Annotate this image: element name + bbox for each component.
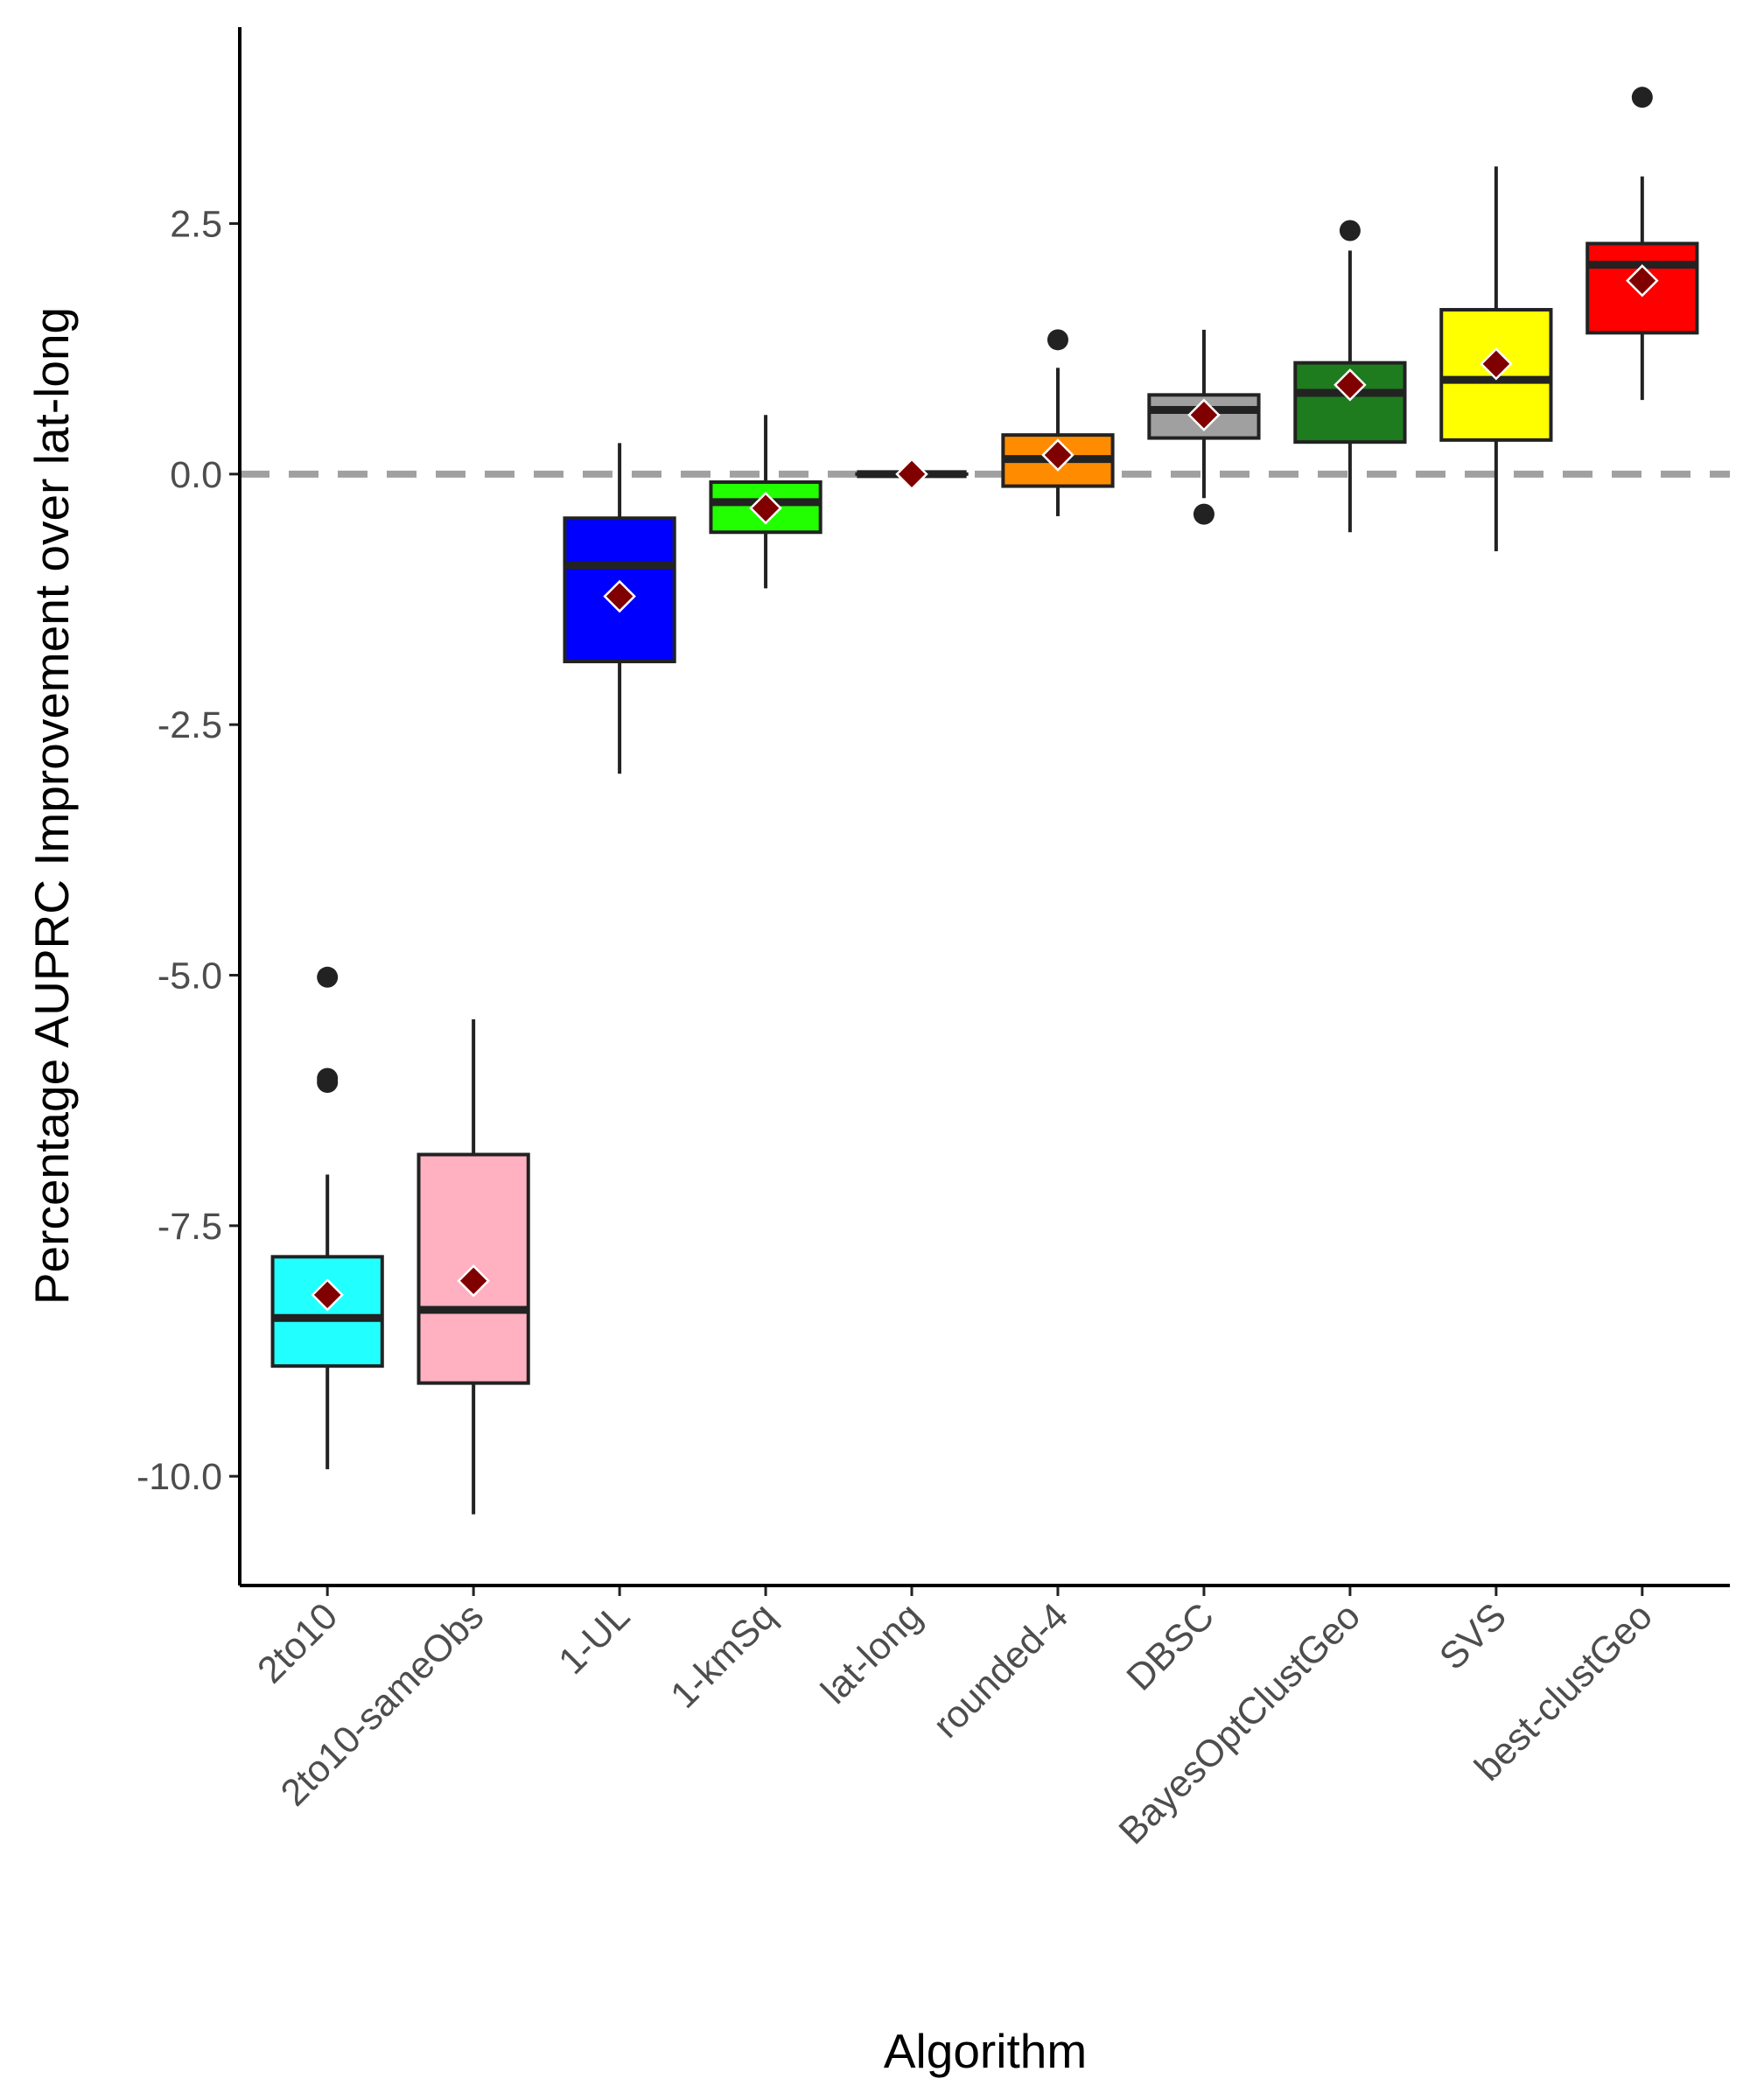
outlier — [1193, 503, 1214, 525]
outlier — [1339, 220, 1361, 242]
x-tick-label: SVS — [1432, 1595, 1515, 1678]
x-tick-label: lat-long — [813, 1595, 930, 1712]
y-tick-label: 2.5 — [170, 203, 222, 245]
mean — [895, 458, 928, 491]
x-tick-label: DBSC — [1119, 1595, 1222, 1698]
x-tick-label: 2to10 — [249, 1595, 346, 1691]
mean — [1626, 264, 1659, 298]
mean — [1041, 438, 1074, 472]
x-tick-label: 1-UL — [550, 1595, 638, 1683]
y-axis-title: Percentage AUPRC Improvement over lat-lo… — [24, 307, 79, 1305]
mean — [749, 491, 782, 525]
y-tick-label: 0.0 — [170, 454, 222, 496]
y-tick-label: -10.0 — [136, 1456, 222, 1498]
outlier — [1631, 87, 1653, 108]
y-tick-label: -7.5 — [158, 1206, 222, 1248]
x-tick-label: 1-kmSq — [662, 1595, 784, 1717]
mean — [311, 1278, 344, 1312]
mean — [603, 579, 636, 613]
x-axis-title: Algorithm — [884, 2024, 1087, 2078]
x-tick-label: rounded-4 — [925, 1595, 1076, 1746]
mean — [1334, 368, 1367, 402]
outlier — [317, 1072, 339, 1094]
y-tick-label: -5.0 — [158, 955, 222, 997]
x-tick-label: BayesOptClustGeo — [1111, 1595, 1368, 1852]
box — [270, 1255, 384, 1368]
mean — [457, 1264, 490, 1298]
box — [1293, 360, 1407, 444]
mean — [1480, 347, 1513, 381]
outlier — [317, 966, 339, 988]
outlier — [1046, 329, 1068, 351]
mean — [1187, 398, 1221, 432]
y-tick-label: -2.5 — [158, 704, 222, 746]
